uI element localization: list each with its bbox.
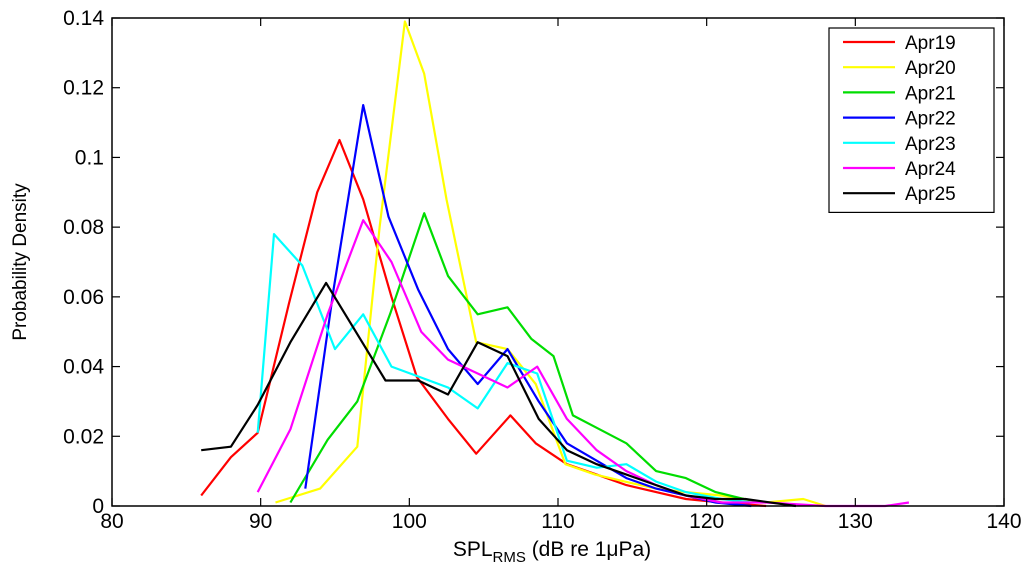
y-tick-label: 0.08: [63, 216, 104, 239]
y-axis-label: Probability Density: [10, 183, 31, 341]
legend-label-apr25: Apr25: [905, 184, 956, 205]
x-axis-label-suffix: (dB re 1μPa): [526, 538, 651, 561]
series-line-apr23: [256, 233, 752, 504]
x-axis-label: SPLRMS (dB re 1μPa): [453, 538, 651, 565]
legend: Apr19 Apr20 Apr21 Apr22 Apr23 Apr24 Apr25: [828, 27, 995, 213]
legend-items: Apr19 Apr20 Apr21 Apr22 Apr23 Apr24 Apr25: [843, 33, 956, 205]
y-tick-label: 0.02: [63, 425, 104, 448]
legend-label-apr24: Apr24: [905, 159, 956, 180]
tick-labels-layer: 80 90 100 110 120 130 140 0 0.02 0.04 0.06 0.08 0.1 0…: [63, 7, 1021, 533]
legend-label-apr20: Apr20: [905, 58, 956, 79]
y-tick-label: 0.14: [63, 7, 104, 30]
series-layer: [200, 20, 910, 508]
series-line-apr19: [200, 138, 767, 508]
x-tick-label: 90: [249, 510, 272, 533]
y-tick-label: 0.1: [75, 146, 104, 169]
legend-box: [828, 27, 995, 213]
legend-label-apr21: Apr21: [905, 83, 956, 104]
x-axis-label-main: SPL: [453, 538, 493, 561]
legend-label-apr19: Apr19: [905, 33, 956, 54]
legend-label-apr23: Apr23: [905, 134, 956, 155]
legend-label-apr22: Apr22: [905, 109, 956, 130]
y-tick-label: 0.12: [63, 77, 104, 100]
y-tick-label: 0.04: [63, 356, 104, 379]
x-tick-label: 140: [986, 510, 1021, 533]
series-line-apr21: [289, 212, 767, 504]
x-tick-label: 120: [689, 510, 724, 533]
x-tick-label: 130: [838, 510, 873, 533]
series-line-apr24: [256, 219, 910, 508]
series-line-apr25: [201, 281, 797, 508]
x-tick-label: 80: [100, 510, 123, 533]
x-axis-label-subscript: RMS: [493, 549, 526, 565]
ticks-layer: [111, 17, 1005, 507]
y-tick-label: 0: [92, 495, 104, 518]
y-tick-label: 0.06: [63, 286, 104, 309]
x-tick-label: 110: [541, 510, 574, 533]
series-line-apr20: [275, 20, 826, 508]
x-tick-label: 100: [392, 510, 427, 533]
